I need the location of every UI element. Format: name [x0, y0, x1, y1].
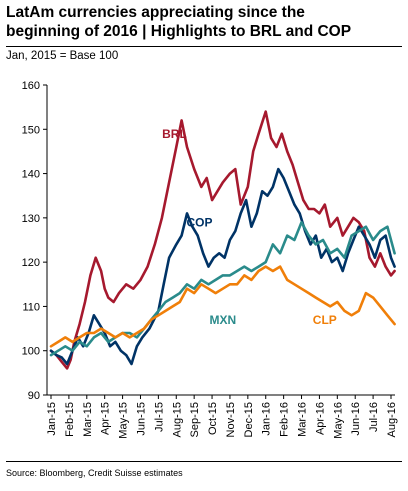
x-tick-label: Nov-15	[225, 402, 237, 437]
x-tick-label: Dec-15	[243, 402, 255, 437]
x-tick-label: Jun-15	[135, 402, 147, 436]
series-line-clp	[49, 265, 396, 348]
chart-series	[49, 110, 396, 370]
chart-series-labels: BRL COP MXN CLP	[162, 127, 337, 327]
x-tick-label: Aug-15	[171, 402, 183, 437]
x-tick-label: Jun-16	[350, 402, 362, 436]
x-tick-label: Sep-15	[189, 402, 201, 437]
y-tick-label: 90	[28, 390, 40, 402]
y-tick-label: 120	[22, 257, 40, 269]
chart-title-line-1: LatAm currencies appreciating since the	[6, 4, 305, 21]
series-label-clp: CLP	[313, 313, 337, 327]
x-tick-label: May-16	[332, 402, 344, 439]
chart-axes: 90 100 110 120 130 140 150 160 Jan-15 Feb-15 Mar-1…	[22, 80, 398, 439]
series-line-brl	[49, 110, 396, 370]
x-tick-label: Jan-15	[46, 402, 58, 436]
y-tick-label: 140	[22, 169, 40, 181]
source-note: Source: Bloomberg, Credit Suisse estimat…	[6, 468, 183, 478]
x-tick-label: May-15	[118, 402, 130, 439]
series-label-mxn: MXN	[209, 313, 236, 327]
x-tick-label: Feb-15	[64, 402, 76, 437]
x-tick-label: Mar-16	[297, 402, 309, 437]
x-tick-label: Mar-15	[82, 402, 94, 437]
x-tick-label: Jan-16	[261, 402, 273, 436]
y-tick-label: 160	[22, 80, 40, 92]
series-label-brl: BRL	[162, 127, 187, 141]
source-divider	[6, 461, 402, 462]
x-tick-label: Jul-15	[153, 402, 165, 432]
x-tick-label: Jul-16	[368, 402, 380, 432]
x-tick-label: Aug-16	[386, 402, 398, 437]
y-tick-label: 110	[22, 301, 40, 313]
y-tick-label: 150	[22, 124, 40, 136]
x-tick-label: Feb-16	[279, 402, 291, 437]
chart-subtitle: Jan, 2015 = Base 100	[6, 50, 119, 62]
chart-title: LatAm currencies appreciating since the …	[6, 3, 402, 41]
x-tick-label: Oct-15	[207, 402, 219, 435]
y-tick-label: 130	[22, 213, 40, 225]
chart-title-line-2: beginning of 2016 | Highlights to BRL an…	[6, 23, 352, 40]
series-label-cop: COP	[187, 216, 213, 230]
series-line-mxn	[49, 221, 396, 357]
title-divider	[6, 46, 402, 47]
y-tick-label: 100	[22, 346, 40, 358]
x-tick-label: Apr-16	[314, 402, 326, 435]
x-tick-label: Apr-15	[100, 402, 112, 435]
